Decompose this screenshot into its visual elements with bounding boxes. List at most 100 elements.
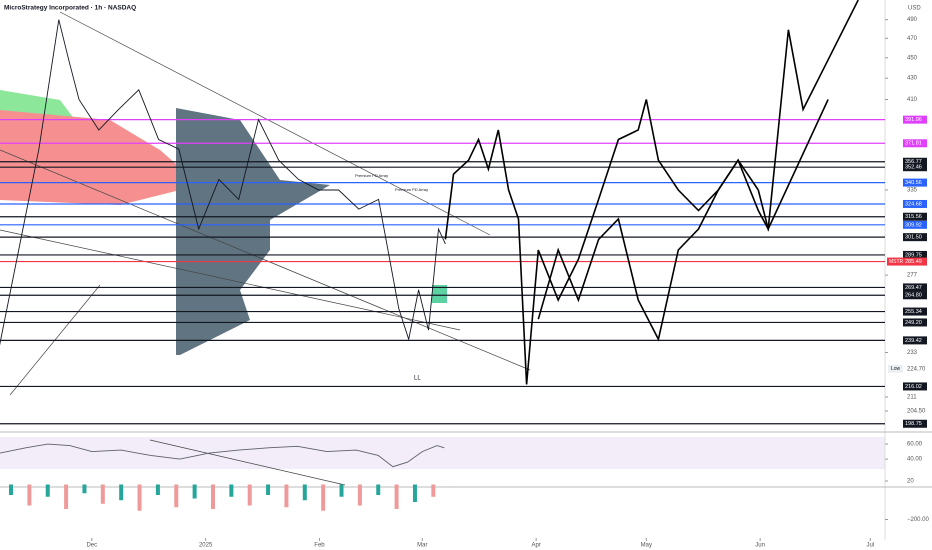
x-tick-label: Jun xyxy=(755,543,765,549)
y-tick-label: 20 xyxy=(907,479,914,485)
level-box xyxy=(903,257,927,266)
x-tick-label: Mar xyxy=(417,543,427,549)
level-label: 239.42 xyxy=(905,338,922,344)
bar xyxy=(321,484,326,511)
y-tick-label: 60.00 xyxy=(907,442,923,448)
y-tick-label: 211 xyxy=(907,395,917,401)
bar xyxy=(82,484,87,494)
series-line xyxy=(444,0,859,385)
bar xyxy=(119,484,124,501)
bar xyxy=(412,484,417,502)
bar xyxy=(339,484,344,497)
level-label: 301.50 xyxy=(905,235,922,241)
bar xyxy=(192,484,197,499)
axis-label: USD xyxy=(908,6,921,12)
bar xyxy=(357,484,362,506)
chart-title: MicroStrategy Incorporated · 1h · NASDAQ xyxy=(4,5,136,12)
level-label: 289.75 xyxy=(905,252,922,258)
x-tick-label: Feb xyxy=(314,543,325,549)
bar xyxy=(45,484,50,497)
y-tick-label: 410 xyxy=(907,97,918,103)
bar xyxy=(266,484,271,495)
y-tick-label: 470 xyxy=(907,36,918,42)
bar xyxy=(229,484,234,497)
level-label: 285.49 xyxy=(905,259,922,265)
trendline xyxy=(0,229,461,331)
level-label: 216.02 xyxy=(905,384,922,390)
level-box xyxy=(903,178,927,187)
tag-label: MSTR xyxy=(889,259,904,265)
series-line xyxy=(0,443,445,468)
level-box xyxy=(903,291,927,300)
level-box xyxy=(903,220,927,229)
bar xyxy=(137,484,142,511)
bar xyxy=(9,484,14,495)
bar xyxy=(247,484,252,506)
annotation: LL xyxy=(414,376,421,382)
level-label: 264.80 xyxy=(905,293,922,299)
level-box xyxy=(903,250,927,259)
level-label: 340.56 xyxy=(905,180,922,186)
y-tick-label: 40.00 xyxy=(907,457,923,463)
bar xyxy=(376,484,381,495)
level-label: 249.20 xyxy=(905,320,922,326)
bar xyxy=(64,484,69,509)
y-tick-label: 277 xyxy=(907,273,918,279)
level-box xyxy=(903,318,927,327)
bar xyxy=(431,484,436,497)
bar xyxy=(155,484,160,495)
level-box xyxy=(903,115,927,124)
level-label: 269.47 xyxy=(905,285,922,291)
bar xyxy=(100,484,105,504)
level-box xyxy=(903,139,927,148)
level-box xyxy=(903,212,927,221)
low-value: 224.70 xyxy=(907,366,926,372)
y-tick-label: 490 xyxy=(907,17,918,23)
decoration xyxy=(0,90,885,469)
y-tick-label: 204.50 xyxy=(907,409,926,415)
profile-red xyxy=(0,110,200,205)
annotation: Premium PD Array xyxy=(355,173,388,178)
level-box xyxy=(903,283,927,292)
y-tick-label: 233 xyxy=(907,350,918,356)
level-label: 391.96 xyxy=(905,117,922,123)
x-tick-label: May xyxy=(641,543,652,549)
level-label: 198.75 xyxy=(905,421,922,427)
level-box xyxy=(903,199,927,208)
trendline xyxy=(59,11,491,236)
trendline xyxy=(0,149,531,371)
rsi-band xyxy=(0,437,885,469)
level-label: 255.34 xyxy=(905,309,922,315)
tag-box xyxy=(887,257,903,266)
level-box xyxy=(903,336,927,345)
bar xyxy=(394,484,399,509)
bar xyxy=(210,484,215,509)
zone xyxy=(432,285,447,303)
y-tick-label: 450 xyxy=(907,55,918,61)
level-box xyxy=(903,307,927,316)
annotation: Premium PD Array xyxy=(395,187,428,192)
level-box xyxy=(903,419,927,428)
profile-dark xyxy=(176,108,330,355)
level-label: 352.46 xyxy=(905,165,922,171)
x-tick-label: Apr xyxy=(531,543,540,549)
low-label: Low xyxy=(891,366,901,372)
series-line xyxy=(537,158,759,342)
x-tick-label: Dec xyxy=(86,543,97,549)
x-tick-label: Jul xyxy=(866,543,874,549)
y-tick-label: −200.00 xyxy=(907,517,930,523)
bar xyxy=(174,484,179,508)
x-tick-label: 2025 xyxy=(199,543,213,549)
y-tick-label: 335 xyxy=(907,188,918,194)
level-label: 309.92 xyxy=(905,222,922,228)
bar xyxy=(27,484,32,506)
bar xyxy=(284,484,289,508)
level-label: 324.68 xyxy=(905,201,922,207)
level-box xyxy=(903,382,927,391)
series-line xyxy=(0,19,446,346)
trendline xyxy=(149,439,346,486)
y-tick-label: 430 xyxy=(907,76,918,82)
series-line xyxy=(757,99,829,232)
